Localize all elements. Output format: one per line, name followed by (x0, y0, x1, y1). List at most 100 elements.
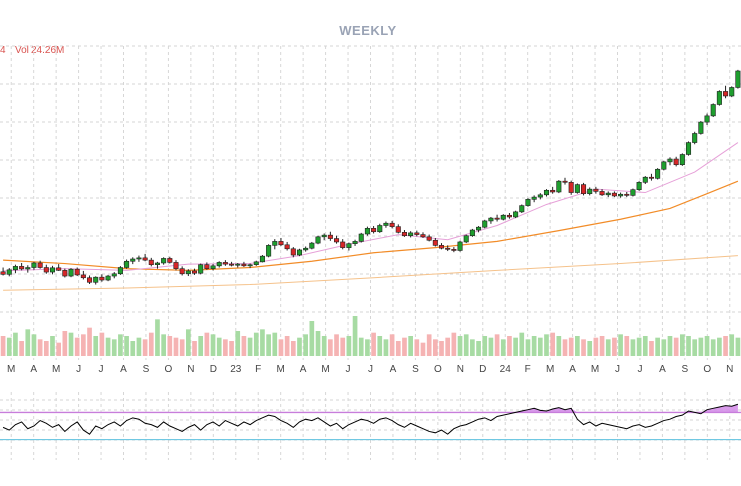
candle-body (648, 176, 654, 179)
candle-body (593, 188, 599, 192)
candle-body (235, 263, 241, 266)
candle-body (241, 263, 247, 267)
x-tick-label: A (659, 364, 666, 375)
candle-body (179, 268, 185, 275)
volume-bar (618, 334, 623, 356)
candle-body (414, 232, 420, 235)
candle-body (704, 115, 710, 123)
volume-bar (488, 337, 494, 356)
candle-body (581, 184, 587, 194)
volume-bar (605, 339, 611, 356)
volume-bar (229, 341, 234, 356)
volume-bar (723, 336, 728, 356)
candle-body (25, 267, 31, 270)
volume-bar (365, 339, 370, 356)
volume-bar (118, 334, 123, 356)
volume-bar (235, 331, 241, 356)
volume-bar (550, 332, 556, 356)
volume-bar (599, 336, 605, 356)
candle-body (253, 261, 259, 265)
volume-bar (593, 337, 599, 356)
candle-body (346, 243, 352, 248)
volume-bar (525, 339, 531, 356)
volume-bar (587, 341, 593, 356)
candle-body (105, 275, 111, 281)
candle-body (642, 176, 648, 183)
candle-body (216, 262, 222, 267)
candle-body (426, 236, 432, 241)
volume-bar (426, 334, 432, 356)
x-tick-label: O (165, 364, 173, 375)
volume-bar (204, 332, 210, 356)
candle-body (371, 228, 377, 233)
candle-body (438, 245, 445, 249)
volume-bar (74, 337, 80, 356)
candle-body (630, 189, 636, 196)
candle-body (389, 222, 395, 227)
volume-bar (704, 336, 710, 356)
volume-bar (568, 337, 574, 356)
volume-bar (402, 337, 407, 356)
candle-body (315, 236, 321, 244)
volume-bar (37, 339, 43, 356)
candle-body (432, 239, 438, 246)
candle-body (37, 262, 43, 268)
volume-bar (99, 332, 105, 356)
volume-bar (309, 321, 315, 356)
candle-body (266, 245, 272, 257)
x-tick-label: J (637, 364, 642, 375)
volume-bar (581, 339, 586, 356)
candle-body (463, 235, 469, 243)
candle-body (735, 70, 741, 88)
volume-label-edge: 4 (0, 45, 6, 56)
candle-body (62, 270, 68, 277)
candle-body (420, 234, 426, 238)
candle-body (68, 268, 74, 277)
volume-label-value: 24.26M (31, 45, 64, 56)
candle-body (31, 262, 37, 268)
volume-bar (679, 334, 685, 356)
candle-body (655, 168, 661, 179)
candle-body (624, 193, 630, 196)
volume-bar (630, 339, 636, 356)
volume-bar (340, 337, 346, 356)
candle-body (562, 180, 568, 183)
volume-bar (352, 316, 358, 356)
candle-body (130, 258, 136, 262)
volume-bar (303, 334, 309, 356)
volume-bar (692, 339, 698, 356)
candle-body (513, 211, 519, 218)
candle-body (667, 158, 673, 163)
volume-bar (494, 334, 500, 356)
volume-bar (457, 336, 463, 356)
volume-bar (556, 336, 562, 356)
candle-body (698, 121, 704, 134)
volume-bar (655, 337, 660, 356)
candle-body (191, 270, 198, 274)
volume-bar (81, 334, 86, 356)
volume-bar (661, 339, 667, 356)
volume-bar (537, 337, 543, 356)
candle-body (488, 217, 494, 222)
candle-body (19, 266, 25, 270)
volume-bar (612, 337, 617, 356)
candle-body (198, 264, 204, 274)
volume-bar (729, 334, 735, 356)
volume-bar (25, 329, 31, 356)
volume-bar (432, 339, 438, 356)
candle-body (204, 264, 210, 269)
candle-body (321, 234, 327, 238)
x-tick-label: 24 (500, 364, 512, 375)
volume-bar (161, 334, 166, 356)
volume-bar (710, 339, 716, 356)
candle-body (543, 189, 550, 196)
volume-bar (241, 336, 247, 356)
volume-bar (346, 336, 352, 356)
x-axis-ticks: M A M J J A S O N D 23 F M A M J J A S O N D 24 F M A M J J A S O N (7, 364, 733, 375)
x-tick-label: S (682, 364, 689, 375)
candle-body (136, 257, 142, 260)
candle-body (229, 263, 235, 266)
x-tick-label: A (569, 364, 576, 375)
volume-bar (62, 331, 68, 356)
candle-body (587, 188, 593, 194)
